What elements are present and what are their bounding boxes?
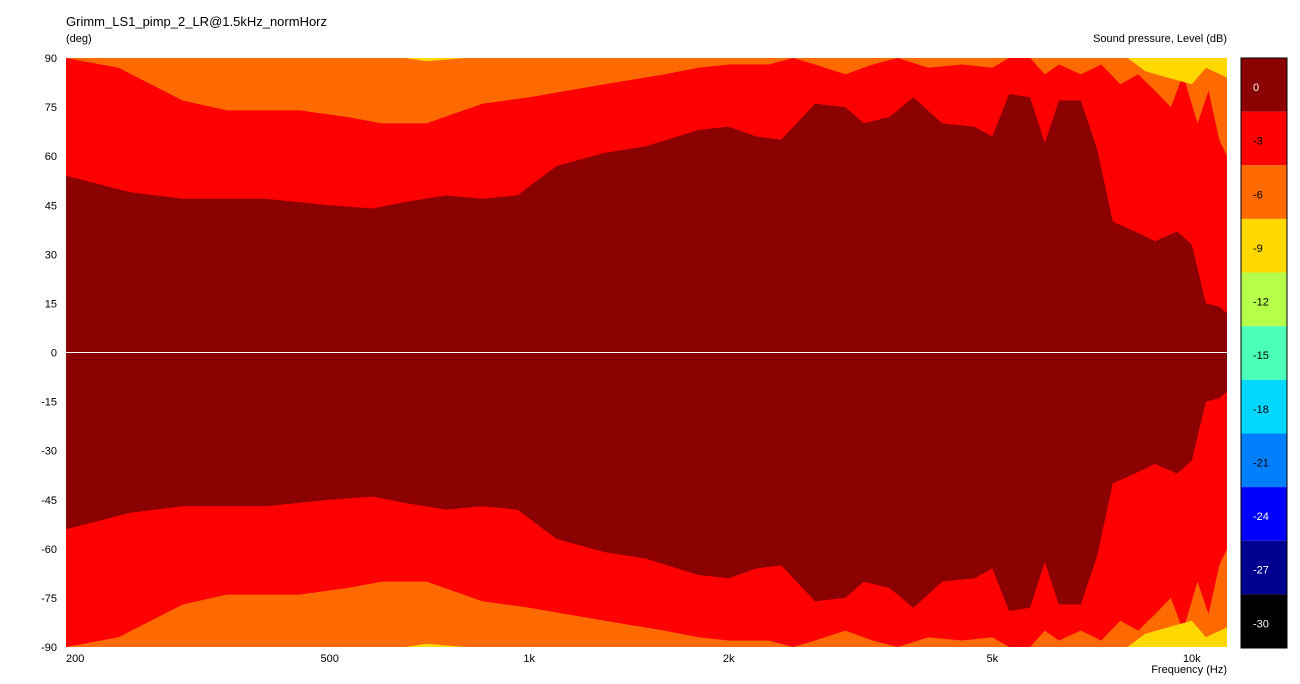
color-swatch <box>1241 218 1287 273</box>
x-axis-unit-label: Frequency (Hz) <box>1151 664 1227 676</box>
color-level-label: -6 <box>1253 189 1263 201</box>
y-axis: 90 75 60 45 30 15 0 -15 -30 -45 -60 -75 -90 <box>41 53 57 654</box>
color-level-label: -3 <box>1253 136 1263 148</box>
y-tick-label: -30 <box>41 446 57 458</box>
plot-area <box>66 58 1227 647</box>
color-swatch <box>1241 487 1287 541</box>
x-tick-label: 2k <box>723 653 735 665</box>
y-tick-label: 0 <box>51 348 57 360</box>
y-tick-label: -75 <box>41 593 57 605</box>
y-tick-label: 30 <box>45 249 57 261</box>
y-tick-label: 90 <box>45 53 57 65</box>
colorbar-frame <box>1240 57 1288 649</box>
x-tick-label: 200 <box>66 653 84 665</box>
y-tick-label: 15 <box>45 298 57 310</box>
color-swatch <box>1241 111 1287 166</box>
directivity-heatmap: 90 75 60 45 30 15 0 -15 -30 -45 -60 -75 -90 200 500 1k… <box>41 53 1227 665</box>
color-swatch <box>1241 433 1287 488</box>
y-tick-label: -90 <box>41 642 57 654</box>
color-swatch <box>1241 326 1287 380</box>
color-level-label: -30 <box>1253 618 1269 630</box>
x-tick-label: 500 <box>321 653 339 665</box>
y-tick-label: -15 <box>41 397 57 409</box>
y-tick-label: -60 <box>41 544 57 556</box>
region-minus9db-top <box>405 58 1227 85</box>
color-swatch <box>1241 58 1287 112</box>
y-tick-label: 60 <box>45 151 57 163</box>
color-level-label: -21 <box>1253 457 1269 469</box>
color-level-label: -12 <box>1253 297 1269 309</box>
y-axis-unit-label: (deg) <box>66 33 92 45</box>
color-level-label: -9 <box>1253 243 1263 255</box>
y-tick-label: 45 <box>45 200 57 212</box>
x-tick-label: 10k <box>1183 653 1201 665</box>
color-level-label: -24 <box>1253 511 1269 523</box>
colorbar-unit-label: Sound pressure, Level (dB) <box>1093 33 1227 45</box>
color-level-label: -27 <box>1253 565 1269 577</box>
color-swatch <box>1241 165 1287 219</box>
chart-title: Grimm_LS1_pimp_2_LR@1.5kHz_normHorz <box>66 14 328 29</box>
y-tick-label: 75 <box>45 102 57 114</box>
color-swatch <box>1241 540 1287 595</box>
x-tick-label: 1k <box>523 653 535 665</box>
color-level-label: 0 <box>1253 82 1259 94</box>
color-swatch <box>1241 379 1287 434</box>
x-axis: 200 500 1k 2k 5k 10k <box>66 653 1201 665</box>
color-level-label: -15 <box>1253 350 1269 362</box>
color-level-label: -18 <box>1253 404 1269 416</box>
y-tick-label: -45 <box>41 495 57 507</box>
x-tick-label: 5k <box>987 653 999 665</box>
color-swatch <box>1241 594 1287 648</box>
region-minus9db-bottom <box>405 620 1227 647</box>
color-swatch <box>1241 272 1287 327</box>
